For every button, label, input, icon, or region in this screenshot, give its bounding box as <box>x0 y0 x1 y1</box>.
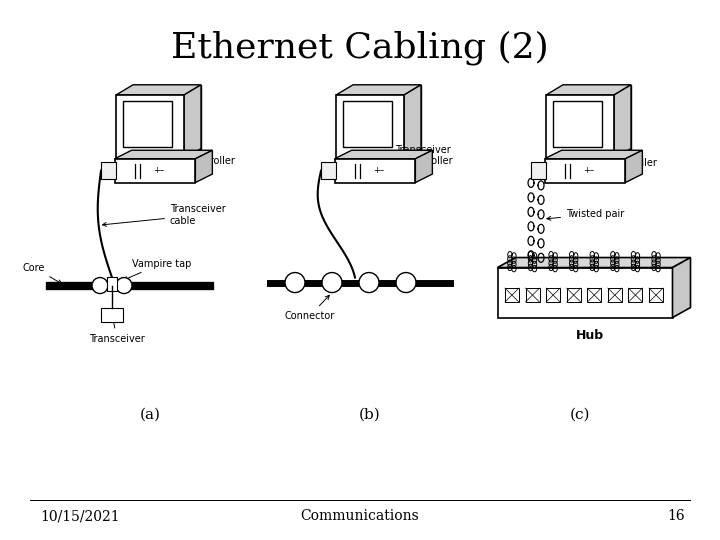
Bar <box>505 288 519 302</box>
Polygon shape <box>184 85 201 159</box>
Text: Twisted pair: Twisted pair <box>547 209 624 220</box>
Polygon shape <box>335 150 433 159</box>
Polygon shape <box>116 85 201 95</box>
Polygon shape <box>544 159 626 183</box>
Circle shape <box>92 278 108 294</box>
Polygon shape <box>195 150 212 183</box>
Text: 10/15/2021: 10/15/2021 <box>40 509 120 523</box>
Bar <box>608 288 622 302</box>
Polygon shape <box>546 85 631 95</box>
Bar <box>107 276 117 291</box>
Polygon shape <box>404 85 421 159</box>
Polygon shape <box>563 85 631 148</box>
Text: Transceiver
cable: Transceiver cable <box>102 205 226 226</box>
Polygon shape <box>321 162 336 179</box>
Text: 16: 16 <box>667 509 685 523</box>
Polygon shape <box>672 258 690 318</box>
Bar <box>588 288 601 302</box>
Polygon shape <box>353 85 421 148</box>
Text: +–: +– <box>153 166 165 175</box>
Bar <box>567 288 580 302</box>
Polygon shape <box>101 162 117 179</box>
Polygon shape <box>544 150 642 159</box>
Text: Connector: Connector <box>285 295 335 321</box>
Text: (a): (a) <box>140 408 161 422</box>
Bar <box>526 288 539 302</box>
Text: +–: +– <box>374 166 384 175</box>
Polygon shape <box>614 85 631 159</box>
Circle shape <box>116 278 132 294</box>
Text: Ethernet Cabling (2): Ethernet Cabling (2) <box>171 31 549 65</box>
Polygon shape <box>133 85 201 148</box>
Polygon shape <box>546 95 614 159</box>
Bar <box>649 288 663 302</box>
Polygon shape <box>626 150 642 183</box>
Polygon shape <box>343 101 392 147</box>
Text: Transceiver
+ controller: Transceiver + controller <box>340 145 453 171</box>
Polygon shape <box>114 150 212 159</box>
Polygon shape <box>498 267 672 318</box>
Bar <box>101 308 123 321</box>
Circle shape <box>396 273 416 293</box>
Polygon shape <box>415 150 433 183</box>
Text: Controller: Controller <box>120 156 236 172</box>
Polygon shape <box>336 95 404 159</box>
Text: Communications: Communications <box>301 509 419 523</box>
Text: Core: Core <box>22 262 62 284</box>
Text: Hub: Hub <box>576 329 604 342</box>
Polygon shape <box>531 162 546 179</box>
Polygon shape <box>336 85 421 95</box>
Circle shape <box>359 273 379 293</box>
Text: (b): (b) <box>359 408 381 422</box>
Text: Transceiver: Transceiver <box>89 319 145 343</box>
Text: +–: +– <box>583 166 595 175</box>
Text: (c): (c) <box>570 408 590 422</box>
Polygon shape <box>554 101 603 147</box>
Polygon shape <box>335 159 415 183</box>
Polygon shape <box>116 95 184 159</box>
Text: Controller: Controller <box>550 158 658 172</box>
Circle shape <box>322 273 342 293</box>
Polygon shape <box>498 258 690 267</box>
Bar <box>629 288 642 302</box>
Text: Vampire tap: Vampire tap <box>124 259 192 280</box>
Polygon shape <box>124 101 173 147</box>
Bar <box>546 288 560 302</box>
Polygon shape <box>114 159 195 183</box>
Circle shape <box>285 273 305 293</box>
